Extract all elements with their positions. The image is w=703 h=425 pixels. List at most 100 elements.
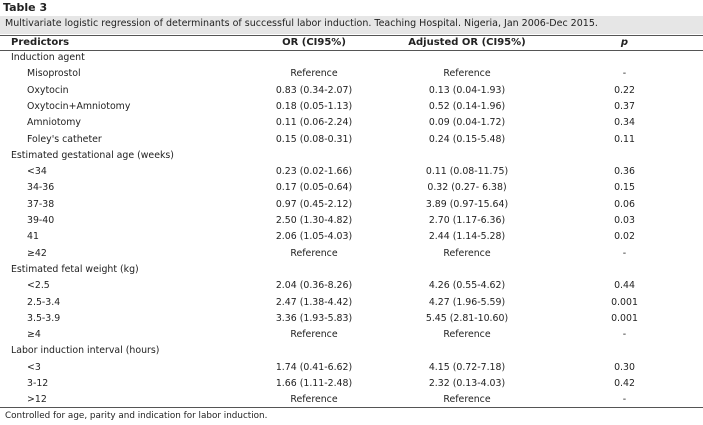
adjusted-or-cell: 0.52 (0.14-1.96): [428, 100, 506, 112]
table-row: Foley's catheter 0.15 (0.08-0.31) 0.24 (0.…: [0, 134, 703, 150]
header-or: OR (CI95%): [282, 37, 346, 48]
table-caption: Multivariate logistic regression of dete…: [5, 18, 598, 29]
table-row: 2.5-3.4 2.47 (1.38-4.42) 4.27 (1.96-5.59) 0…: [0, 297, 703, 313]
predictor-cell: <34: [27, 166, 47, 178]
group-label: Estimated gestational age (weeks): [11, 149, 174, 161]
group-label: Estimated fetal weight (kg): [11, 263, 139, 275]
table-label: Table 3: [3, 1, 48, 14]
adjusted-or-cell: 2.44 (1.14-5.28): [428, 231, 506, 243]
predictor-cell: ≥4: [27, 329, 41, 341]
adjusted-or-cell: 0.13 (0.04-1.93): [428, 84, 506, 96]
predictor-cell: <2.5: [27, 280, 50, 292]
table-row: 41 2.06 (1.05-4.03) 2.44 (1.14-5.28) 0.02: [0, 231, 703, 247]
p-value-cell: 0.22: [614, 84, 635, 96]
predictor-cell: 3-12: [27, 378, 49, 389]
table-row: ≥42 Reference Reference -: [0, 248, 703, 264]
predictor-cell: 41: [27, 231, 39, 243]
or-cell: 2.50 (1.30-4.82): [275, 215, 353, 226]
table-row: 3-12 1.66 (1.11-2.48) 2.32 (0.13-4.03) 0.42: [0, 378, 703, 394]
adjusted-or-cell: 0.32 (0.27- 6.38): [427, 182, 507, 194]
adjusted-or-cell: 0.09 (0.04-1.72): [428, 117, 506, 129]
table-row: >12 Reference Reference -: [0, 394, 703, 410]
table-row: 34-36 0.17 (0.05-0.64) 0.32 (0.27- 6.38) 0.…: [0, 182, 703, 198]
p-value-cell: 0.15: [614, 182, 635, 194]
adjusted-or-cell: 5.45 (2.81-10.60): [425, 312, 509, 324]
p-value-cell: 0.02: [614, 231, 635, 243]
or-cell: 0.23 (0.02-1.66): [275, 166, 353, 178]
table-row: Misoprostol Reference Reference -: [0, 68, 703, 84]
or-cell: Reference: [290, 68, 338, 80]
table-row: <34 0.23 (0.02-1.66) 0.11 (0.08-11.75) 0.36: [0, 166, 703, 182]
group-label: Labor induction interval (hours): [11, 345, 160, 357]
adjusted-or-cell: 4.27 (1.96-5.59): [428, 296, 506, 308]
group-row: Estimated fetal weight (kg): [0, 264, 703, 280]
table-row: Amniotomy 0.11 (0.06-2.24) 0.09 (0.04-1.72…: [0, 117, 703, 133]
p-value-cell: -: [622, 329, 627, 341]
or-cell: Reference: [290, 394, 338, 406]
predictor-cell: 39-40: [27, 215, 55, 226]
group-row: Estimated gestational age (weeks): [0, 150, 703, 166]
table-row: 3.5-3.9 3.36 (1.93-5.83) 5.45 (2.81-10.60)…: [0, 313, 703, 329]
or-cell: 0.11 (0.06-2.24): [275, 117, 353, 129]
predictor-cell: Amniotomy: [27, 117, 81, 129]
adjusted-or-cell: 0.24 (0.15-5.48): [428, 133, 506, 145]
predictor-cell: <3: [27, 361, 41, 373]
adjusted-or-cell: 4.26 (0.55-4.62): [428, 280, 506, 292]
table-row: Oxytocin 0.83 (0.34-2.07) 0.13 (0.04-1.93)…: [0, 85, 703, 101]
adjusted-or-cell: Reference: [443, 394, 491, 406]
table-row: Oxytocin+Amniotomy 0.18 (0.05-1.13) 0.52 (…: [0, 101, 703, 117]
p-value-cell: 0.34: [614, 117, 635, 129]
p-value-cell: -: [622, 247, 627, 259]
header-predictors: Predictors: [11, 37, 70, 48]
adjusted-or-cell: 2.32 (0.13-4.03): [428, 378, 506, 389]
p-value-cell: 0.11: [614, 133, 635, 145]
or-cell: 2.47 (1.38-4.42): [275, 296, 353, 308]
p-value-cell: 0.44: [614, 280, 635, 292]
predictor-cell: Misoprostol: [27, 68, 81, 80]
table-row: ≥4 Reference Reference -: [0, 329, 703, 345]
table-footnote: Controlled for age, parity and indicatio…: [5, 411, 268, 421]
or-cell: 0.18 (0.05-1.13): [275, 100, 353, 112]
p-value-cell: 0.001: [611, 312, 638, 324]
predictor-cell: 34-36: [27, 182, 55, 194]
p-value-cell: -: [622, 68, 627, 80]
adjusted-or-cell: Reference: [443, 68, 491, 80]
group-row: Induction agent: [0, 52, 703, 68]
group-label: Induction agent: [11, 52, 85, 63]
table-row: <2.5 2.04 (0.36-8.26) 4.26 (0.55-4.62) 0.44: [0, 280, 703, 296]
or-cell: 1.74 (0.41-6.62): [275, 361, 353, 373]
or-cell: 2.04 (0.36-8.26): [275, 280, 353, 292]
predictor-cell: >12: [27, 394, 47, 406]
predictor-cell: 37-38: [27, 198, 55, 210]
or-cell: 3.36 (1.93-5.83): [275, 312, 353, 324]
adjusted-or-cell: Reference: [443, 329, 491, 341]
adjusted-or-cell: 4.15 (0.72-7.18): [428, 361, 506, 373]
or-cell: 1.66 (1.11-2.48): [275, 378, 353, 389]
adjusted-or-cell: 2.70 (1.17-6.36): [428, 215, 506, 226]
predictor-cell: Oxytocin: [27, 84, 69, 96]
adjusted-or-cell: Reference: [443, 247, 491, 259]
p-value-cell: 0.06: [614, 198, 635, 210]
or-cell: 0.97 (0.45-2.12): [275, 198, 353, 210]
p-value-cell: 0.36: [614, 166, 635, 178]
p-value-cell: 0.37: [614, 100, 635, 112]
p-value-cell: 0.001: [611, 296, 638, 308]
or-cell: Reference: [290, 329, 338, 341]
group-row: Labor induction interval (hours): [0, 345, 703, 361]
table-row: <3 1.74 (0.41-6.62) 4.15 (0.72-7.18) 0.30: [0, 362, 703, 378]
predictor-cell: Oxytocin+Amniotomy: [27, 100, 131, 112]
or-cell: 2.06 (1.05-4.03): [275, 231, 353, 243]
predictor-cell: Foley's catheter: [27, 133, 102, 145]
or-cell: 0.83 (0.34-2.07): [275, 84, 353, 96]
adjusted-or-cell: 0.11 (0.08-11.75): [425, 166, 509, 178]
caption-bar: Multivariate logistic regression of dete…: [0, 16, 703, 34]
or-cell: 0.15 (0.08-0.31): [275, 133, 353, 145]
or-cell: 0.17 (0.05-0.64): [275, 182, 353, 194]
header-bottom-rule: [0, 50, 703, 51]
table-row: 37-38 0.97 (0.45-2.12) 3.89 (0.97-15.64) 0.…: [0, 199, 703, 215]
p-value-cell: -: [622, 394, 627, 406]
table-bottom-rule: [0, 407, 703, 408]
predictor-cell: 3.5-3.9: [27, 312, 61, 324]
header-p-value: p: [620, 37, 629, 48]
